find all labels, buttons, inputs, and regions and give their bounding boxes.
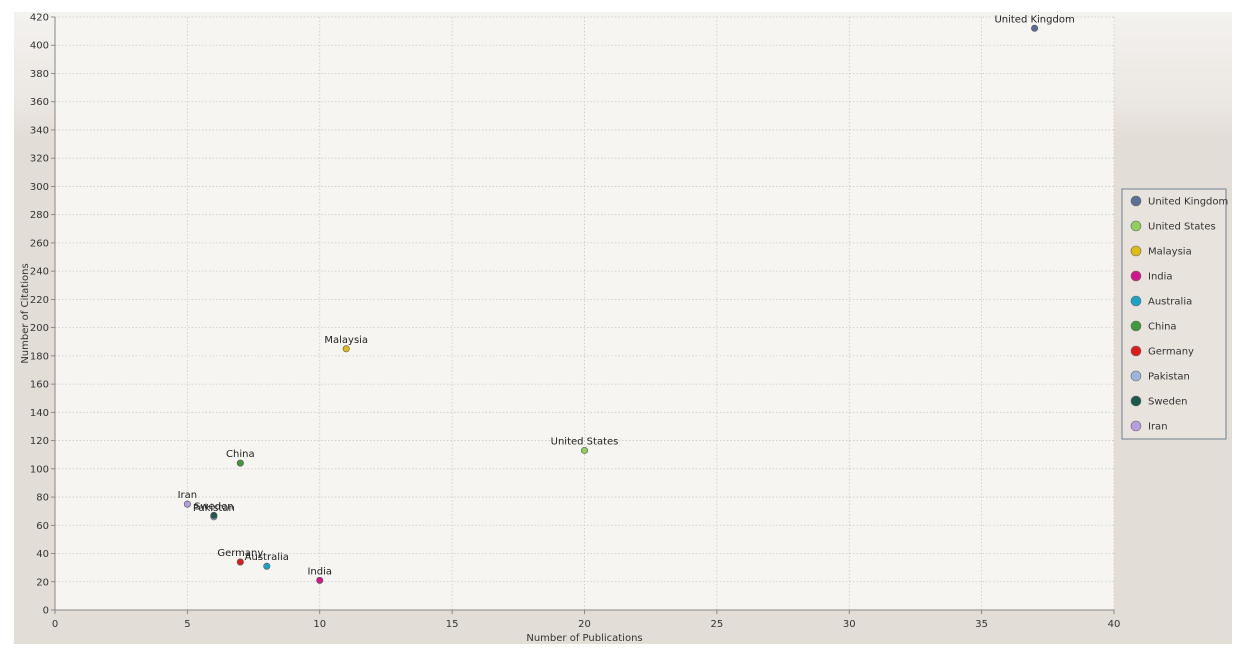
x-tick-label: 35 — [975, 619, 988, 630]
legend-label: United States — [1148, 222, 1216, 233]
y-tick-label: 140 — [30, 408, 49, 419]
y-axis-title: Number of Citations — [20, 263, 31, 363]
point-label: China — [226, 449, 255, 460]
legend-label: Malaysia — [1148, 247, 1192, 258]
data-point[interactable] — [342, 345, 350, 353]
point-label: Australia — [245, 552, 289, 563]
legend-label: Iran — [1148, 422, 1168, 433]
point-label: Sweden — [194, 501, 234, 512]
legend-marker — [1130, 320, 1142, 332]
x-tick-label: 10 — [313, 619, 326, 630]
y-tick-label: 280 — [30, 210, 49, 221]
point-label: India — [307, 566, 332, 577]
data-points: United Kingdom United States Malaysia India… — [178, 14, 1075, 584]
y-tick-label: 300 — [30, 182, 49, 193]
data-point[interactable] — [1031, 24, 1039, 32]
legend-label: Pakistan — [1148, 372, 1190, 383]
y-tick-label: 40 — [36, 549, 49, 560]
x-tick-label: 25 — [711, 619, 724, 630]
y-tick-label: 340 — [30, 125, 49, 136]
data-point[interactable] — [183, 500, 191, 508]
y-tick-label: 400 — [30, 41, 49, 52]
y-tick-label: 60 — [36, 521, 49, 532]
y-tick-label: 200 — [30, 323, 49, 334]
legend-marker — [1130, 245, 1142, 257]
data-point[interactable] — [316, 576, 324, 584]
x-tick-label: 20 — [578, 619, 591, 630]
legend-marker — [1130, 270, 1142, 282]
y-tick-label: 380 — [30, 69, 49, 80]
y-tick-label: 80 — [36, 493, 49, 504]
y-tick-label: 180 — [30, 351, 49, 362]
legend-marker — [1130, 420, 1142, 432]
point-label: Germany — [217, 548, 263, 559]
x-tick-label: 30 — [843, 619, 856, 630]
legend-marker — [1130, 195, 1142, 207]
y-tick-label: 0 — [43, 606, 49, 617]
grid — [55, 16, 1115, 610]
y-tick-label: 120 — [30, 436, 49, 447]
data-point[interactable] — [236, 558, 244, 566]
y-tick-label: 240 — [30, 267, 49, 278]
point-label: Pakistan — [193, 503, 235, 514]
data-point[interactable] — [236, 459, 244, 467]
data-point[interactable] — [263, 562, 271, 570]
data-point[interactable] — [580, 446, 588, 454]
legend-marker — [1130, 220, 1142, 232]
y-tick-label: 360 — [30, 97, 49, 108]
data-point[interactable] — [210, 511, 218, 519]
x-tick-label: 0 — [52, 619, 58, 630]
legend-label: China — [1148, 322, 1177, 333]
legend-label: Germany — [1148, 347, 1194, 358]
point-label: United States — [551, 436, 619, 447]
y-tick-label: 420 — [30, 13, 49, 24]
legend: United Kingdom United States Malaysia India… — [1121, 188, 1228, 440]
legend-label: United Kingdom — [1148, 197, 1228, 208]
y-tick-label: 320 — [30, 154, 49, 165]
legend-marker — [1130, 395, 1142, 407]
legend-label: Australia — [1148, 297, 1192, 308]
y-tick-label: 260 — [30, 238, 49, 249]
point-label: Malaysia — [324, 335, 368, 346]
y-tick-label: 220 — [30, 295, 49, 306]
x-tick-label: 15 — [446, 619, 459, 630]
axes: 0204060801001201401601802002202402602803… — [30, 13, 1120, 631]
x-tick-label: 5 — [184, 619, 190, 630]
legend-label: Sweden — [1148, 397, 1188, 408]
y-tick-label: 100 — [30, 464, 49, 475]
legend-marker — [1130, 370, 1142, 382]
legend-marker — [1130, 345, 1142, 357]
legend-marker — [1130, 295, 1142, 307]
point-label: Iran — [178, 490, 198, 501]
x-tick-label: 40 — [1108, 619, 1121, 630]
y-tick-label: 20 — [36, 577, 49, 588]
point-label: United Kingdom — [994, 14, 1074, 25]
y-tick-label: 160 — [30, 380, 49, 391]
legend-label: India — [1148, 272, 1173, 283]
x-axis-title: Number of Publications — [526, 633, 642, 644]
